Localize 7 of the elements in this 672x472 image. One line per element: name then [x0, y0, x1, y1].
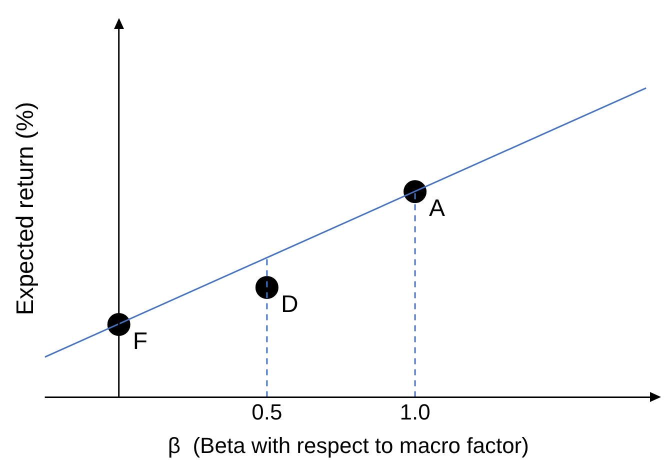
y-axis-title: Expected return (%): [12, 102, 40, 316]
annotation: F: [132, 328, 148, 356]
x-tick-label: 1.0: [400, 399, 430, 424]
x-tick-label: 0.5: [252, 399, 282, 424]
annotation: D: [280, 291, 298, 318]
annotation: A: [429, 195, 446, 222]
x-axis-title: β (Beta with respect to macro factor): [168, 432, 529, 458]
